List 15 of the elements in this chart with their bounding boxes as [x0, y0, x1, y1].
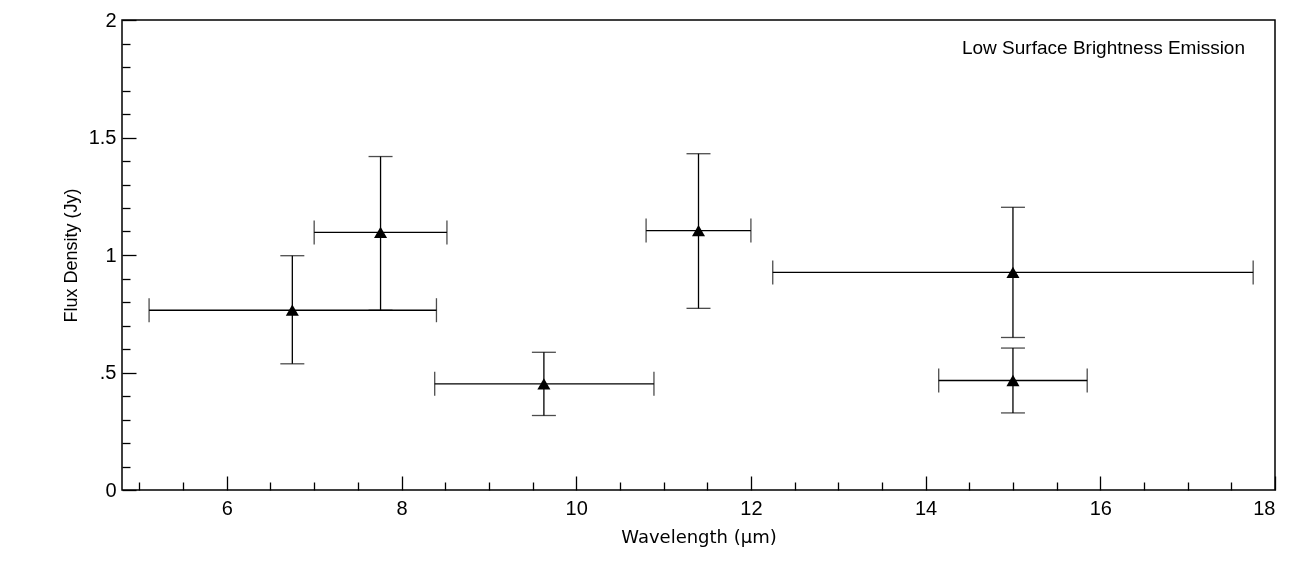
- y-axis-title: Flux Density (Jy): [60, 188, 81, 323]
- y-tick-label: 2: [105, 8, 117, 31]
- annotation: Low Surface Brightness Emission: [961, 37, 1245, 58]
- y-tick-label: 1.5: [88, 126, 117, 148]
- x-tick-label: 16: [1089, 496, 1112, 519]
- x-tick-label: 6: [221, 496, 233, 519]
- x-tick-label: 12: [740, 496, 763, 519]
- x-axis-title: Wavelength (μm): [621, 525, 777, 547]
- x-tick-label: 14: [914, 496, 938, 519]
- y-tick-label: .5: [99, 361, 117, 383]
- x-tick-label: 10: [565, 496, 588, 519]
- y-tick-label: 0: [105, 478, 117, 501]
- x-tick-label: 18: [1253, 496, 1276, 519]
- x-tick-label: 8: [396, 496, 408, 519]
- y-tick-label: 1: [105, 243, 117, 266]
